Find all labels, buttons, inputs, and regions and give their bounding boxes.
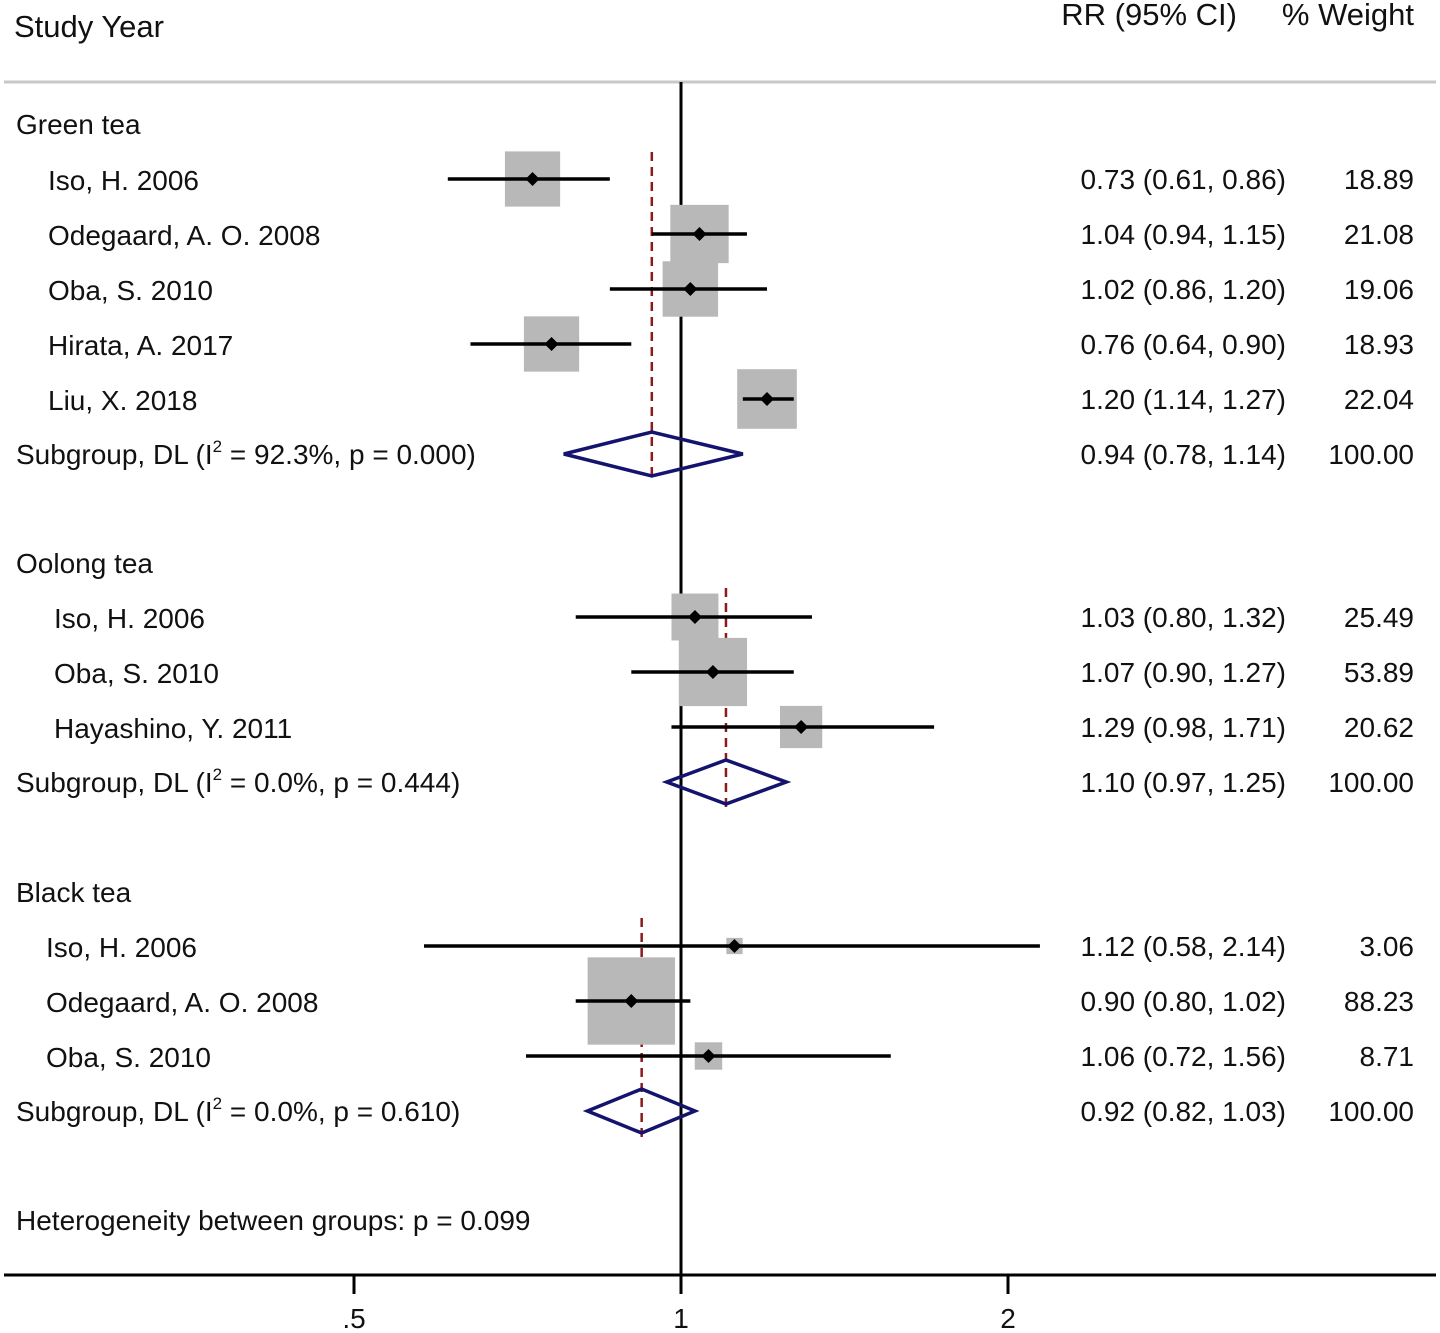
rr-ci-value: 0.73 (0.61, 0.86) <box>1081 164 1286 195</box>
header-study-label: Study Year <box>14 9 164 44</box>
point-estimate <box>544 337 559 351</box>
subgroup-weight-value: 100.00 <box>1328 1096 1414 1127</box>
subgroup-rr-ci-value: 1.10 (0.97, 1.25) <box>1081 767 1286 798</box>
subgroup-label-suffix: = 0.0%, p = 0.444) <box>222 767 460 798</box>
point-estimate <box>683 282 698 296</box>
plot-marks: Green tea Iso, H. 2006 0.73 (0.61, 0.86) 18… <box>16 82 1414 1275</box>
study-label: Odegaard, A. O. 2008 <box>46 987 318 1018</box>
weight-value: 20.62 <box>1344 712 1414 743</box>
study-label: Oba, S. 2010 <box>48 275 213 306</box>
weight-value: 53.89 <box>1344 657 1414 688</box>
subgroup-weight-value: 100.00 <box>1328 439 1414 470</box>
study-label: Liu, X. 2018 <box>48 385 197 416</box>
study-label: Odegaard, A. O. 2008 <box>48 220 320 251</box>
study-label: Iso, H. 2006 <box>46 932 197 963</box>
rr-ci-value: 1.12 (0.58, 2.14) <box>1081 931 1286 962</box>
study-label: Hayashino, Y. 2011 <box>54 713 292 744</box>
point-estimate <box>794 720 809 734</box>
weight-value: 22.04 <box>1344 384 1414 415</box>
rr-ci-value: 1.04 (0.94, 1.15) <box>1081 219 1286 250</box>
point-estimate <box>687 610 702 624</box>
subgroup-weight-value: 100.00 <box>1328 767 1414 798</box>
subgroup-label-prefix: Subgroup, DL (I <box>16 1096 213 1127</box>
weight-value: 18.93 <box>1344 329 1414 360</box>
heterogeneity-footer: Heterogeneity between groups: p = 0.099 <box>16 1205 530 1236</box>
rr-ci-value: 1.02 (0.86, 1.20) <box>1081 274 1286 305</box>
x-axis-ticks: .5 1 2 <box>342 1275 1016 1333</box>
subgroup-label-superscript: 2 <box>213 437 222 456</box>
x-tick-label: .5 <box>342 1303 365 1333</box>
rr-ci-value: 1.20 (1.14, 1.27) <box>1081 384 1286 415</box>
subgroup-label-superscript: 2 <box>213 765 222 784</box>
point-estimate <box>705 665 720 679</box>
subgroup-rr-ci-value: 0.94 (0.78, 1.14) <box>1081 439 1286 470</box>
subgroup-label: Subgroup, DL (I2 = 0.0%, p = 0.444) <box>16 765 460 798</box>
weight-value: 19.06 <box>1344 274 1414 305</box>
weight-value: 25.49 <box>1344 602 1414 633</box>
study-label: Hirata, A. 2017 <box>48 330 233 361</box>
rr-ci-value: 1.06 (0.72, 1.56) <box>1081 1041 1286 1072</box>
subgroup-label-prefix: Subgroup, DL (I <box>16 767 213 798</box>
rr-ci-value: 1.03 (0.80, 1.32) <box>1081 602 1286 633</box>
x-tick-label: 2 <box>1000 1303 1016 1333</box>
weight-value: 88.23 <box>1344 986 1414 1017</box>
group-label: Black tea <box>16 877 132 908</box>
rr-ci-value: 1.29 (0.98, 1.71) <box>1081 712 1286 743</box>
study-label: Oba, S. 2010 <box>46 1042 211 1073</box>
group-label: Oolong tea <box>16 548 153 579</box>
pooled-diamond <box>582 1087 700 1135</box>
subgroup-rr-ci-value: 0.92 (0.82, 1.03) <box>1081 1096 1286 1127</box>
subgroup-label-superscript: 2 <box>213 1094 222 1113</box>
weight-value: 3.06 <box>1360 931 1415 962</box>
pooled-diamond <box>563 430 744 478</box>
point-estimate <box>701 1049 716 1063</box>
weight-value: 21.08 <box>1344 219 1414 250</box>
header-weight-label: % Weight <box>1282 0 1414 32</box>
subgroup-label: Subgroup, DL (I2 = 0.0%, p = 0.610) <box>16 1094 460 1127</box>
point-estimate <box>624 994 639 1008</box>
rr-ci-value: 0.90 (0.80, 1.02) <box>1081 986 1286 1017</box>
group-label: Green tea <box>16 109 141 140</box>
subgroup-label: Subgroup, DL (I2 = 92.3%, p = 0.000) <box>16 437 476 470</box>
pooled-diamond <box>661 758 792 806</box>
study-label: Iso, H. 2006 <box>54 603 205 634</box>
point-estimate <box>692 227 707 241</box>
subgroup-label-prefix: Subgroup, DL (I <box>16 439 213 470</box>
subgroup-label-suffix: = 0.0%, p = 0.610) <box>222 1096 460 1127</box>
study-label: Iso, H. 2006 <box>48 165 199 196</box>
header-effect-label: RR (95% CI) <box>1061 0 1237 32</box>
subgroup-label-suffix: = 92.3%, p = 0.000) <box>222 439 476 470</box>
point-estimate <box>727 939 742 953</box>
point-estimate <box>525 172 540 186</box>
point-estimate <box>760 392 775 406</box>
rr-ci-value: 1.07 (0.90, 1.27) <box>1081 657 1286 688</box>
x-tick-label: 1 <box>673 1303 689 1333</box>
weight-value: 18.89 <box>1344 164 1414 195</box>
study-label: Oba, S. 2010 <box>54 658 219 689</box>
rr-ci-value: 0.76 (0.64, 0.90) <box>1081 329 1286 360</box>
weight-value: 8.71 <box>1360 1041 1415 1072</box>
